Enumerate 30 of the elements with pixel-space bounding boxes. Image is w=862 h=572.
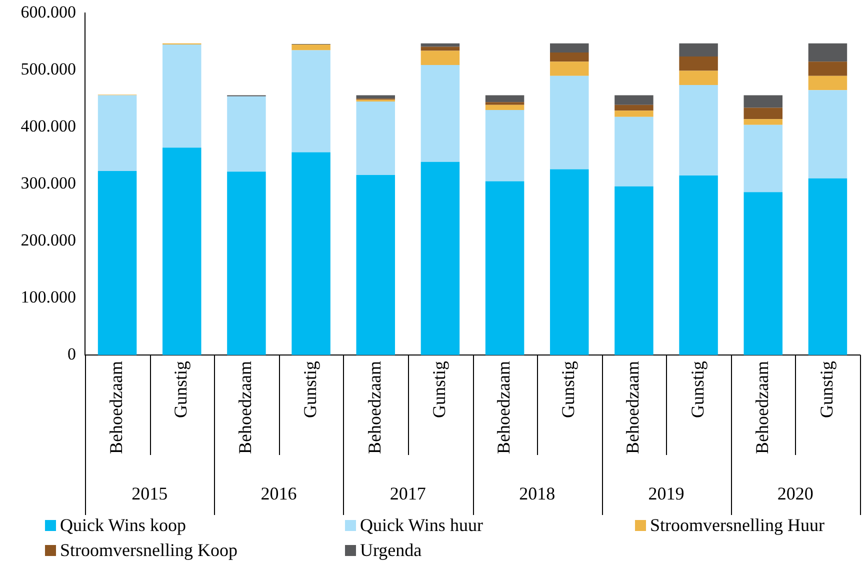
y-tick-label: 500.000 <box>20 60 76 79</box>
text: 2018 <box>519 484 556 504</box>
x-tick-label: Gunstig <box>300 361 320 418</box>
legend-label: Quick Wins koop <box>60 515 186 536</box>
legend-label: Stroomversnelling Huur <box>650 515 824 536</box>
legend-label: Quick Wins huur <box>360 515 483 536</box>
x-tick-label: Gunstig <box>428 361 449 418</box>
y-tick-label: 100.000 <box>20 288 76 306</box>
text: 2016 <box>260 484 297 504</box>
x-tick-label: Behoedzaam <box>622 361 643 454</box>
x-tick-label: Behoedzaam <box>364 361 384 454</box>
text: 2017 <box>390 484 426 504</box>
x-tick-label: Gunstig <box>687 361 708 418</box>
x-tick-label: Gunstig <box>816 361 836 418</box>
x-tick-label: Behoedzaam <box>106 361 126 454</box>
y-tick-label: 200.000 <box>20 230 76 250</box>
legend-label: Stroomversnelling Koop <box>60 540 238 561</box>
x-tick-label: Behoedzaam <box>235 361 256 454</box>
text: 2019 <box>648 484 684 504</box>
text: 2015 <box>132 484 168 504</box>
x-tick-label: Behoedzaam <box>494 361 514 454</box>
y-tick-label: 300.000 <box>20 174 76 193</box>
y-tick-label: 400.000 <box>20 116 76 136</box>
x-tick-label: Gunstig <box>170 361 191 418</box>
legend-label: Urgenda <box>360 540 422 561</box>
x-tick-label: Behoedzaam <box>752 361 772 454</box>
text: 2020 <box>777 484 814 504</box>
y-tick-label: 0 <box>68 344 76 364</box>
y-tick-label: 600.000 <box>20 2 76 22</box>
x-tick-label: Gunstig <box>558 361 578 418</box>
